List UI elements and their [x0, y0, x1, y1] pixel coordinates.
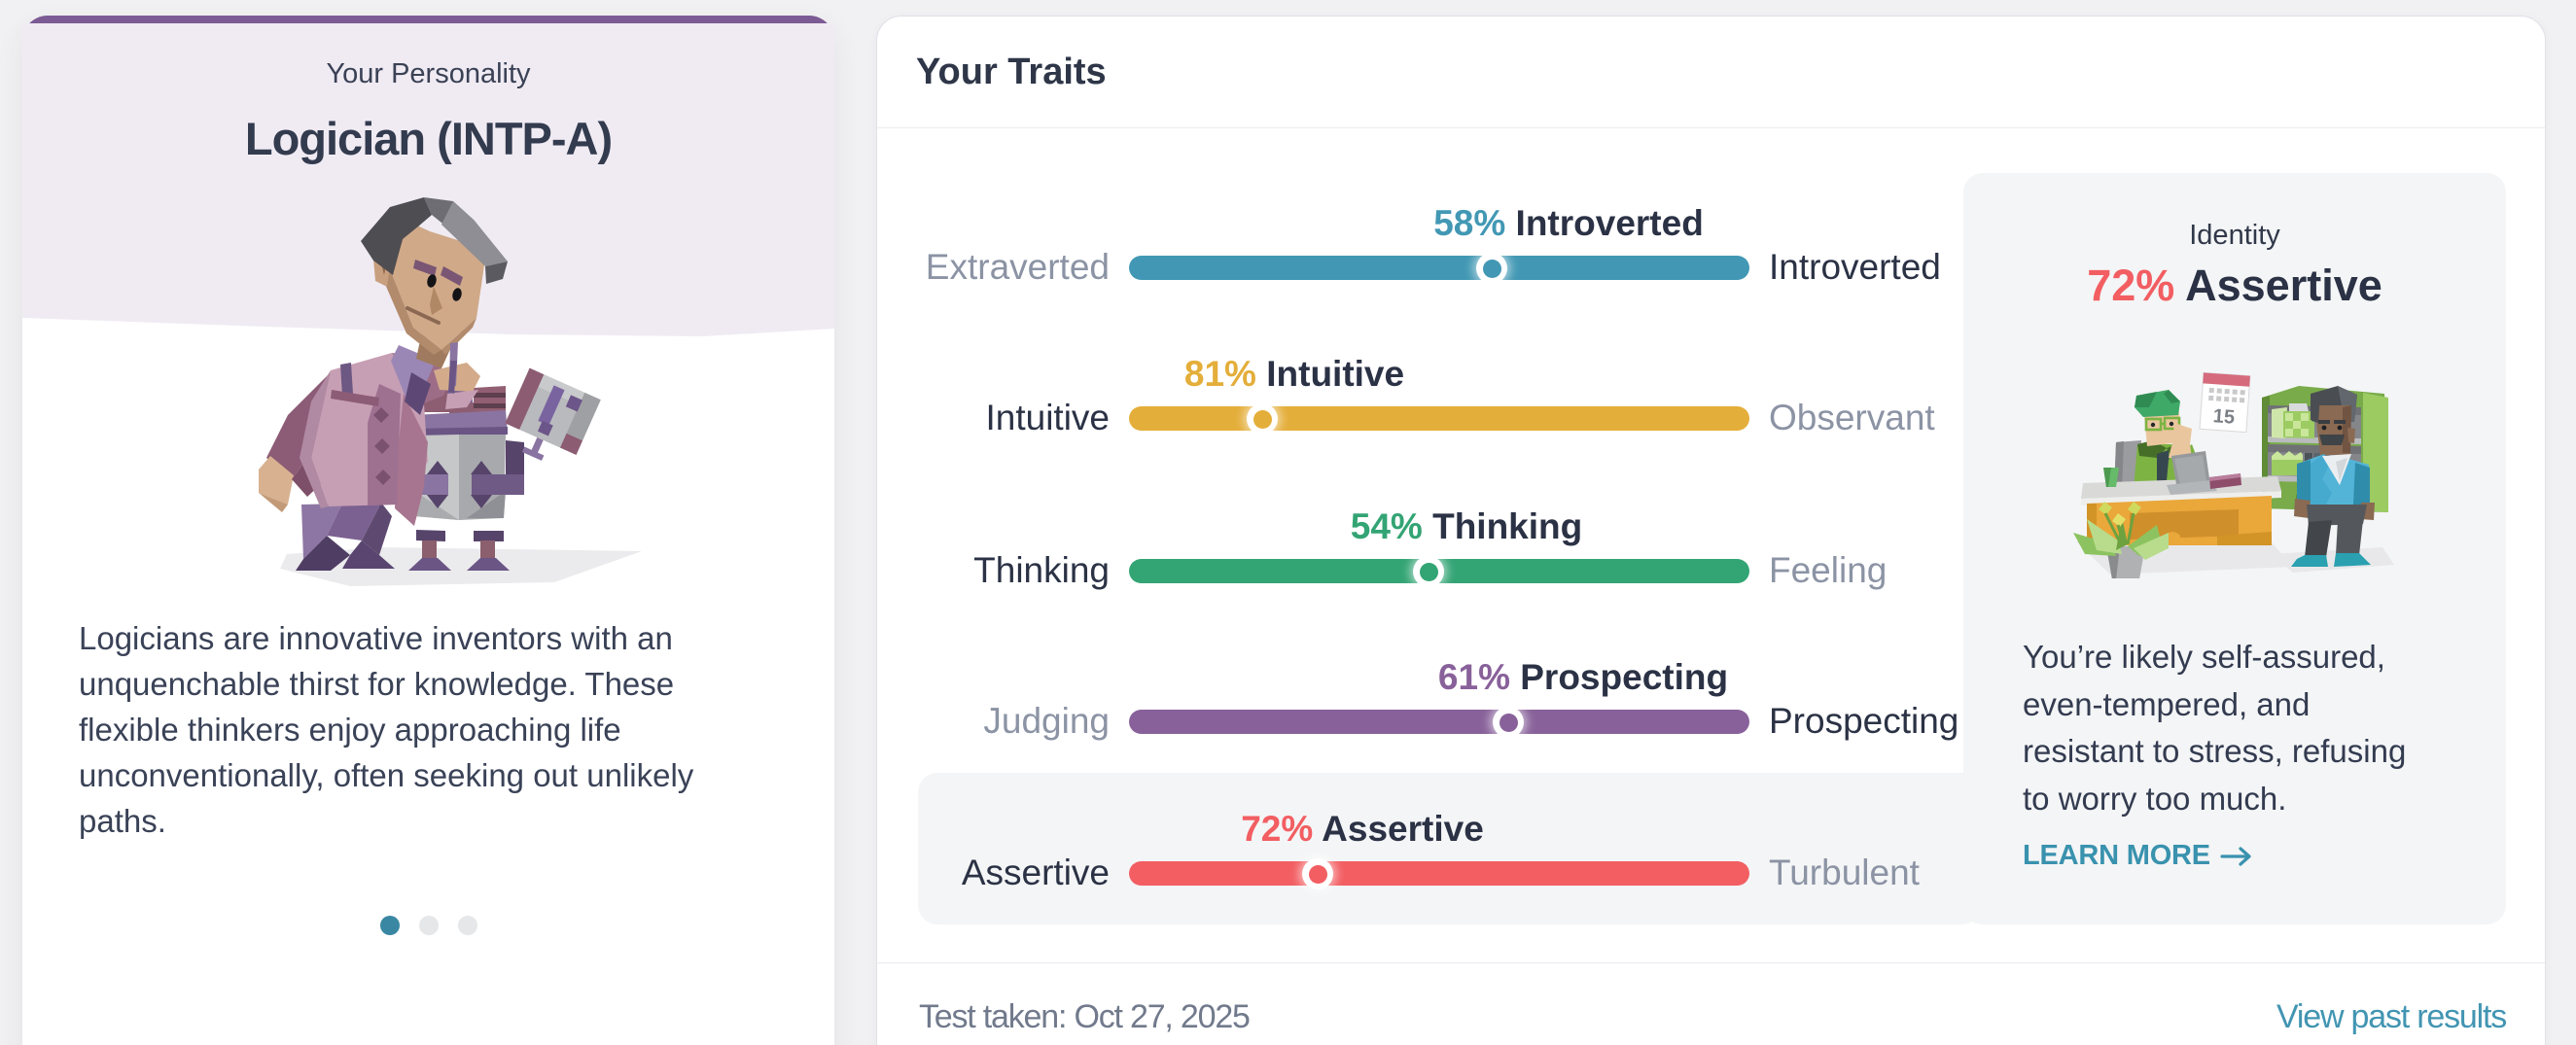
svg-text:15: 15	[2212, 405, 2236, 428]
